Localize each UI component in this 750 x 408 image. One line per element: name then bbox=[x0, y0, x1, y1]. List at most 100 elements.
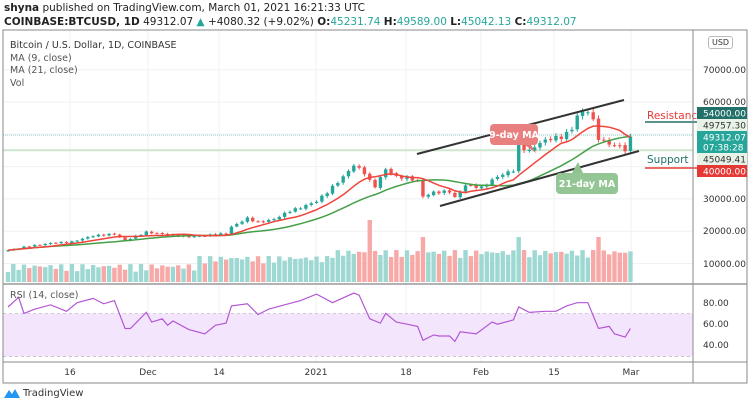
volume-bar bbox=[223, 259, 229, 282]
candle-body bbox=[410, 176, 415, 181]
candle-body bbox=[282, 212, 287, 217]
volume-bar bbox=[11, 264, 16, 282]
ma21-line bbox=[7, 135, 631, 252]
rsi-tick: 40.00 bbox=[703, 341, 729, 351]
volume-bar bbox=[442, 250, 447, 282]
candle-body bbox=[628, 136, 633, 152]
volume-bar bbox=[314, 256, 319, 282]
candle-body bbox=[543, 139, 548, 143]
last-price-tag: 49312.07 bbox=[703, 134, 746, 144]
candle-body bbox=[298, 208, 303, 210]
volume-bar bbox=[410, 254, 415, 282]
volume-bar bbox=[479, 254, 484, 282]
candle-body bbox=[501, 174, 505, 177]
volume-bar bbox=[85, 269, 90, 282]
rsi-legend[interactable]: RSI (14, close) bbox=[10, 290, 79, 301]
candle-body bbox=[27, 246, 31, 248]
currency-button[interactable]: USD bbox=[708, 36, 734, 49]
countdown-tag: 07:38:28 bbox=[703, 144, 744, 154]
candle-body bbox=[548, 139, 553, 141]
low-label: L: bbox=[450, 16, 462, 28]
candle-body bbox=[112, 233, 117, 235]
candle-body bbox=[266, 220, 271, 222]
volume-bar bbox=[43, 267, 48, 282]
candle-body bbox=[373, 179, 377, 188]
publisher[interactable]: shyna bbox=[4, 2, 40, 14]
volume-bar bbox=[165, 266, 170, 282]
volume-bar bbox=[431, 251, 436, 282]
volume-bar bbox=[330, 257, 335, 282]
candle-body bbox=[330, 185, 335, 194]
channel-lower-line[interactable] bbox=[439, 150, 640, 207]
candle-body bbox=[43, 243, 47, 246]
volume-bar bbox=[287, 257, 293, 282]
volume-bar bbox=[207, 256, 213, 282]
volume-bar bbox=[591, 250, 596, 282]
price-tick: 30000.00 bbox=[703, 195, 746, 205]
candle-body bbox=[559, 136, 563, 139]
volume-bar bbox=[239, 259, 245, 282]
volume-bar bbox=[559, 251, 564, 282]
candle-body bbox=[437, 191, 441, 194]
candle-body bbox=[618, 145, 622, 147]
candle-body bbox=[447, 190, 452, 193]
candle-body bbox=[607, 140, 611, 145]
volume-bar bbox=[202, 263, 208, 282]
support-tag: 40000.00 bbox=[703, 168, 746, 178]
candle-body bbox=[346, 170, 351, 177]
volume-bar bbox=[537, 255, 543, 282]
volume-bar bbox=[340, 255, 346, 282]
volume-bar bbox=[500, 251, 505, 282]
candle-body bbox=[623, 145, 627, 152]
change: +4080.32 (+9.02%) bbox=[207, 16, 314, 28]
candle-body bbox=[490, 179, 494, 185]
candle-body bbox=[224, 233, 228, 235]
candle-body bbox=[288, 211, 292, 213]
volume-bar bbox=[553, 252, 559, 282]
rsi-tick: 60.00 bbox=[703, 320, 729, 330]
volume-bar bbox=[319, 262, 325, 282]
volume-bar bbox=[505, 254, 511, 282]
ma21-label: 21-day MA bbox=[559, 179, 616, 190]
volume-bar bbox=[527, 257, 532, 282]
ma9-label: 9-day MA bbox=[489, 130, 539, 141]
candle-body bbox=[32, 244, 37, 247]
volume-bar bbox=[484, 251, 489, 282]
candle-body bbox=[245, 217, 250, 222]
volume-bar bbox=[388, 257, 394, 282]
date-tick: 14 bbox=[213, 368, 225, 378]
candle-body bbox=[378, 177, 383, 188]
volume-bar bbox=[229, 257, 234, 282]
volume-bar bbox=[458, 257, 463, 282]
legend-ma9[interactable]: MA (9, close) bbox=[10, 52, 72, 64]
candle-body bbox=[479, 186, 484, 189]
candle-body bbox=[293, 208, 297, 212]
volume-bar bbox=[122, 269, 128, 282]
tradingview-logo[interactable]: TradingView bbox=[4, 388, 83, 399]
candle-body bbox=[463, 185, 468, 192]
volume-bar bbox=[394, 250, 399, 282]
open-label: O: bbox=[317, 16, 331, 28]
volume-bar bbox=[303, 257, 309, 282]
volume-bar bbox=[64, 270, 69, 282]
legend-vol[interactable]: Vol bbox=[10, 77, 25, 89]
candle-body bbox=[229, 226, 234, 235]
brand-name: TradingView bbox=[23, 388, 84, 399]
legend-ma21[interactable]: MA (21, close) bbox=[10, 65, 78, 76]
ma21-callout: 21-day MA bbox=[556, 162, 618, 194]
ma21-tag: 45049.41 bbox=[703, 156, 746, 166]
candle-body bbox=[149, 231, 154, 234]
volume-bar bbox=[617, 252, 622, 282]
volume-bar bbox=[399, 256, 404, 282]
volume-bar bbox=[277, 256, 282, 282]
volume-bar bbox=[521, 250, 527, 282]
candle-body bbox=[453, 192, 457, 197]
volume-bar bbox=[96, 267, 101, 282]
candle-body bbox=[102, 234, 106, 236]
candle-body bbox=[70, 241, 74, 244]
candle-body bbox=[399, 176, 404, 179]
candle-body bbox=[155, 233, 159, 235]
candle-body bbox=[596, 118, 601, 140]
volume-bar bbox=[128, 264, 133, 282]
